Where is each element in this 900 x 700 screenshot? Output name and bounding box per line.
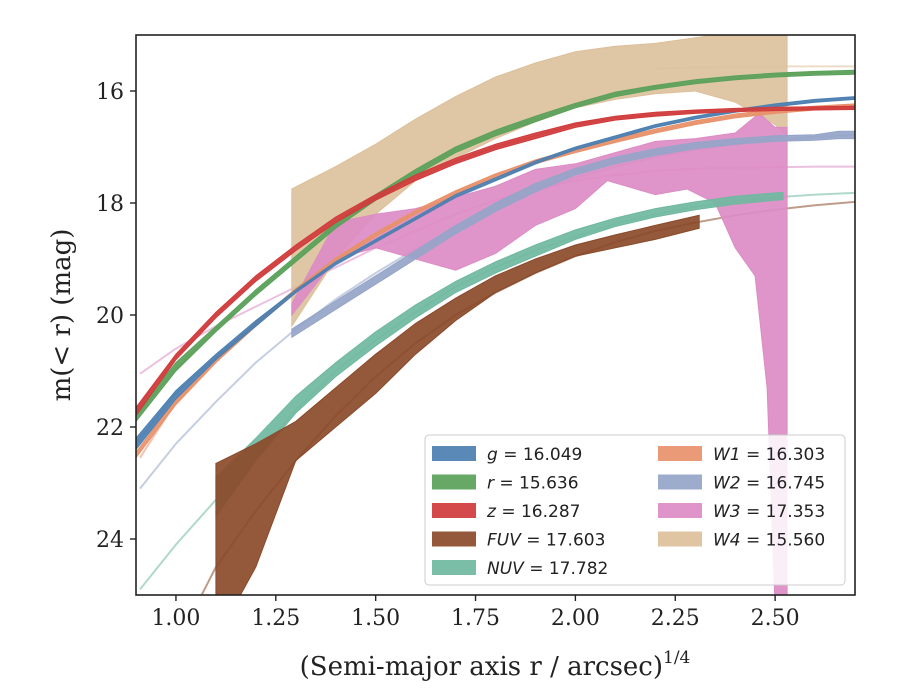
x-tick-label: 1.75	[451, 606, 500, 631]
legend-label-nuv: NUV = 17.782	[487, 559, 608, 579]
y-tick-label: 18	[96, 192, 124, 217]
legend-swatch-g	[432, 446, 476, 461]
band-z	[136, 105, 855, 417]
x-tick-label: 1.25	[251, 606, 300, 631]
legend-swatch-w4	[658, 531, 702, 547]
legend-label-w3: W3 = 17.353	[713, 502, 825, 522]
legend-swatch-r	[432, 474, 476, 490]
x-tick-label: 1.50	[351, 606, 400, 631]
band-nuv	[215, 191, 784, 519]
legend-label-w1: W1 = 16.303	[713, 445, 825, 465]
x-axis-label: (Semi-major axis r / arcsec)1/4	[300, 648, 691, 682]
band-g	[136, 96, 855, 451]
legend-label-z: z = 16.287	[486, 502, 580, 522]
y-axis-ticks: 16 18 20 22 24	[96, 80, 136, 553]
legend-box	[424, 434, 846, 586]
band-w2	[291, 130, 855, 339]
legend: g = 16.049 r = 15.636 z = 16.287 FUV = 17.6…	[424, 434, 846, 586]
x-tick-label: 1.00	[151, 606, 200, 631]
y-tick-label: 20	[96, 304, 124, 329]
x-tick-label: 2.00	[551, 606, 600, 631]
x-axis-label-exponent: 1/4	[663, 648, 690, 668]
legend-label-g: g = 16.049	[487, 445, 582, 465]
legend-swatch-w2	[658, 474, 702, 490]
y-axis-label: m(< r) (mag)	[47, 229, 77, 402]
legend-swatch-w3	[658, 503, 702, 518]
band-w3	[291, 112, 788, 595]
y-tick-label: 22	[96, 416, 124, 441]
legend-swatch-nuv	[432, 560, 476, 575]
legend-label-w2: W2 = 16.745	[713, 474, 825, 494]
legend-label-w4: W4 = 15.560	[713, 531, 825, 551]
band-r	[136, 69, 855, 423]
x-axis-ticks: 1.00 1.25 1.50 1.75 2.00 2.25 2.50	[151, 595, 800, 631]
x-tick-label: 2.25	[651, 606, 700, 631]
band-w1	[136, 103, 855, 459]
x-tick-label: 2.50	[751, 606, 800, 631]
legend-label-fuv: FUV = 17.603	[487, 531, 605, 551]
legend-swatch-z	[432, 503, 476, 518]
profile-bands-layer	[136, 35, 855, 595]
band-fuv	[215, 214, 700, 595]
legend-swatch-fuv	[432, 531, 476, 547]
legend-swatch-w1	[658, 446, 702, 461]
y-tick-label: 16	[96, 80, 124, 105]
legend-label-r: r = 15.636	[487, 474, 579, 494]
y-tick-label: 24	[96, 528, 124, 553]
